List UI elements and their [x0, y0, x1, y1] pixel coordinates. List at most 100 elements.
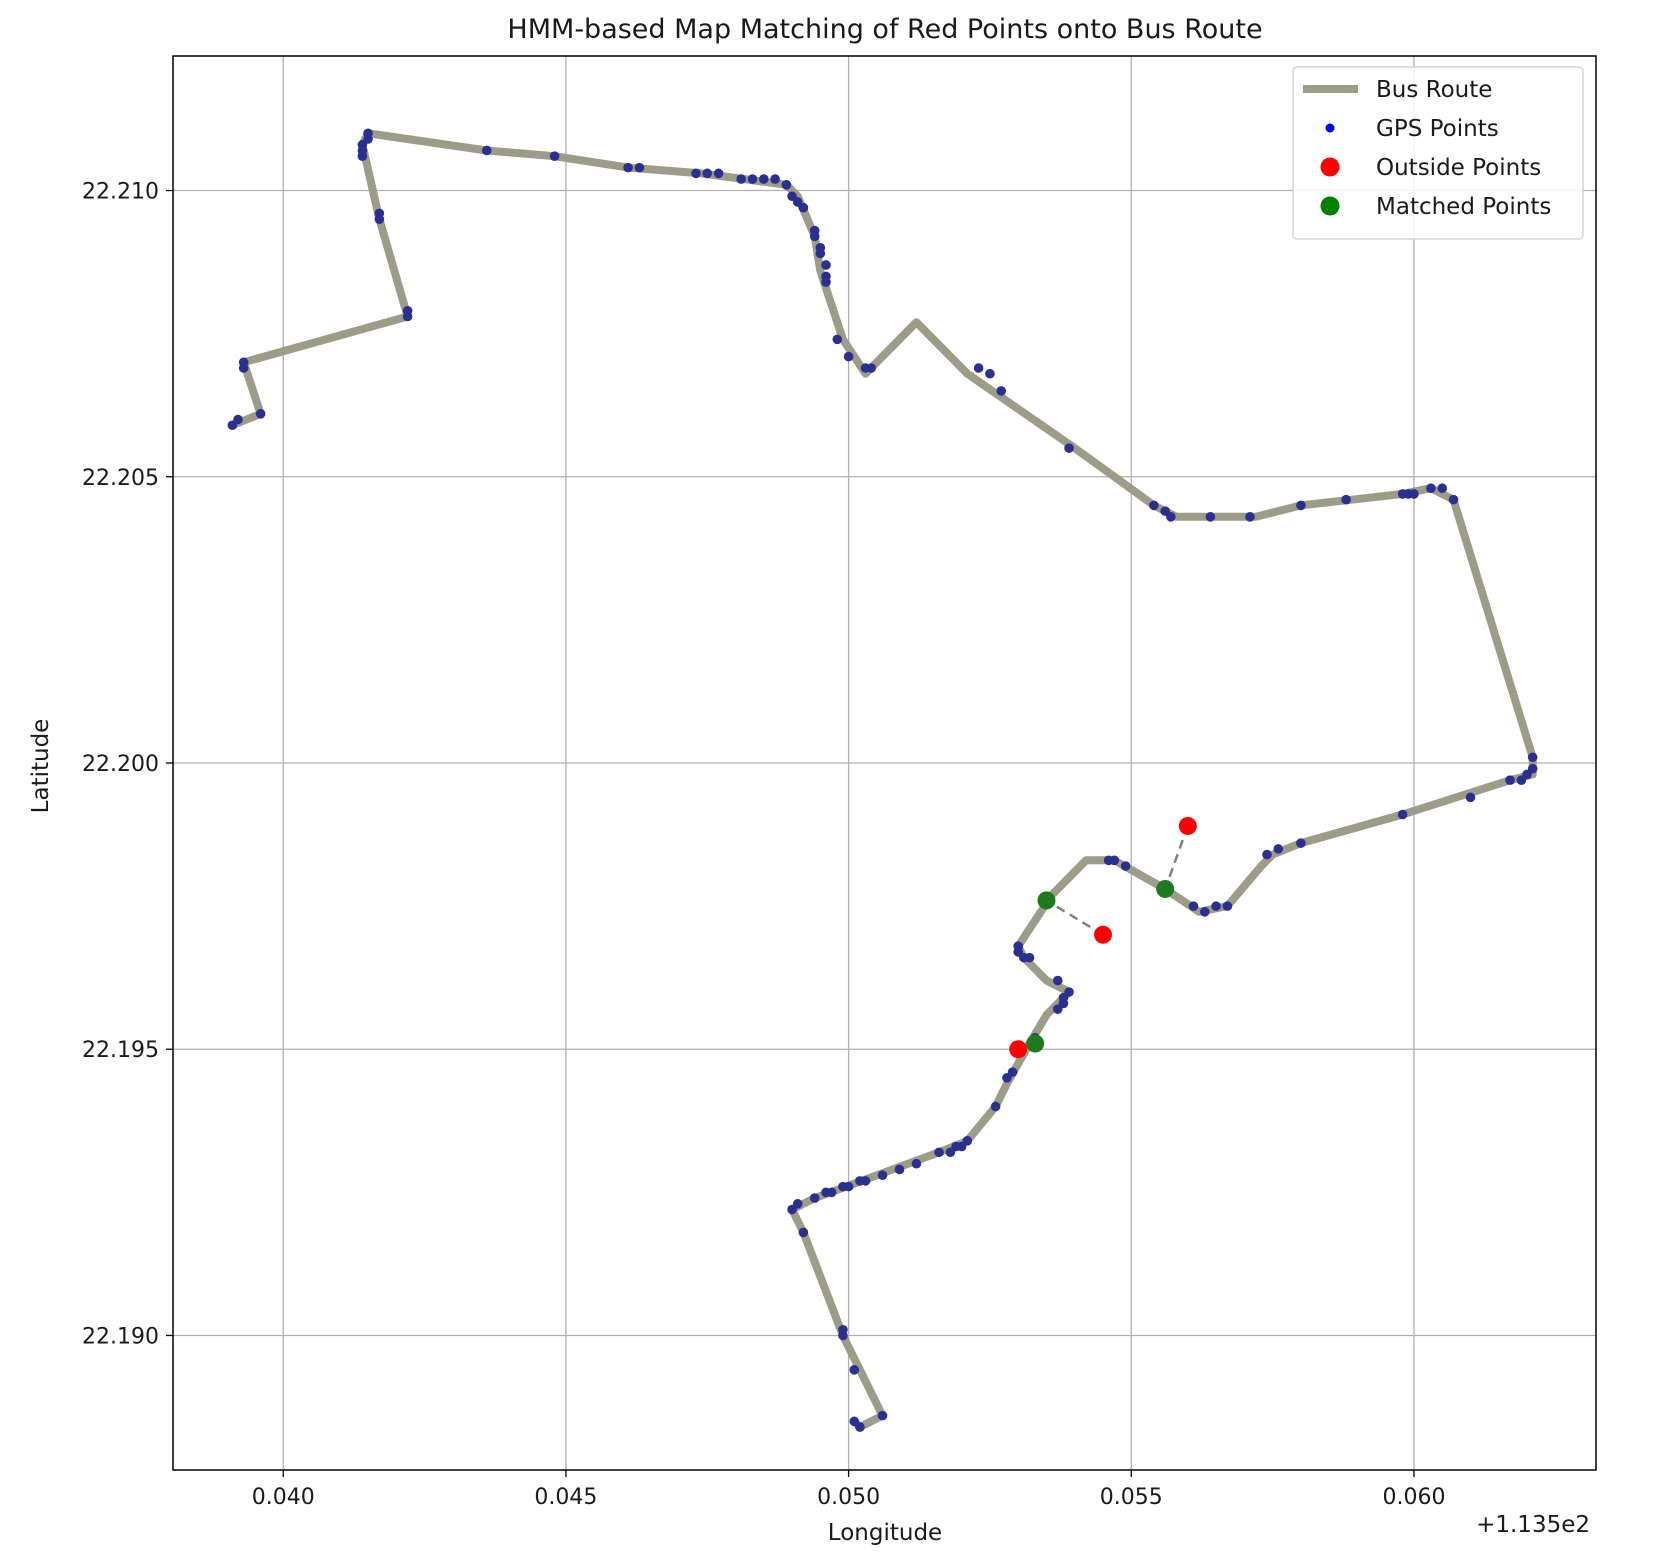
gps-point — [973, 363, 984, 373]
matched-points — [1026, 879, 1175, 1053]
gps-point — [1516, 775, 1527, 785]
gps-point — [815, 248, 826, 259]
gps-point — [821, 277, 831, 287]
gps-point — [1409, 489, 1419, 499]
gps-point — [990, 1101, 1001, 1112]
gps-point — [1064, 443, 1074, 453]
gps-point — [691, 168, 701, 179]
legend-label: Matched Points — [1376, 194, 1551, 220]
matched-point — [1156, 879, 1175, 898]
legend-label: Bus Route — [1376, 77, 1492, 103]
gps-point — [838, 1324, 848, 1335]
gps-point — [1120, 861, 1131, 871]
x-tick-label: 0.060 — [1382, 1485, 1445, 1510]
gps-point — [233, 414, 243, 425]
gps-point — [255, 408, 266, 419]
gps-point — [877, 1410, 888, 1421]
gps-point — [911, 1158, 922, 1169]
gps-point — [1149, 500, 1159, 511]
gps-point — [549, 151, 560, 161]
gps-point — [866, 363, 877, 373]
matched-point — [1026, 1034, 1045, 1053]
gps-point — [1211, 901, 1221, 911]
outside-points — [1009, 816, 1197, 1059]
gps-point — [1465, 792, 1476, 803]
outside-point — [1178, 816, 1197, 835]
gps-point — [798, 202, 809, 213]
legend-box — [1292, 66, 1584, 240]
gps-point — [809, 1193, 820, 1203]
gps-point — [843, 351, 854, 362]
gps-point — [736, 174, 746, 184]
gps-point — [1448, 494, 1459, 505]
gps-point — [832, 334, 843, 345]
gps-point — [1024, 952, 1035, 963]
matched-point — [1037, 891, 1056, 910]
gps-point — [787, 1204, 797, 1215]
gps-point — [402, 305, 413, 316]
legend-swatch — [1320, 157, 1340, 177]
gps-point — [1273, 844, 1284, 854]
match-connector-line — [1164, 825, 1189, 890]
legend-label: GPS Points — [1376, 116, 1499, 142]
gps-point — [1199, 907, 1210, 917]
gps-point — [1505, 775, 1515, 785]
outside-point — [1009, 1040, 1028, 1059]
gps-point — [713, 168, 724, 179]
gps-point — [945, 1147, 956, 1158]
gps-point — [1527, 752, 1538, 763]
gps-point — [838, 1181, 848, 1192]
x-tick-label: 0.055 — [1100, 1485, 1163, 1510]
gps-point — [821, 1187, 831, 1198]
gps-point — [363, 128, 373, 139]
gps-point — [877, 1170, 888, 1180]
gps-point — [855, 1176, 865, 1186]
gps-point — [1103, 855, 1114, 866]
x-axis-label: Longitude — [828, 1520, 942, 1546]
gps-point — [634, 162, 645, 173]
gps-point — [238, 357, 249, 368]
gps-point — [1245, 512, 1255, 522]
gps-point — [1397, 809, 1408, 820]
y-tick-label: 22.195 — [82, 1038, 159, 1063]
gps-point — [821, 260, 831, 270]
gps-point — [1188, 901, 1199, 911]
gps-point — [702, 168, 713, 179]
gps-point — [894, 1164, 905, 1175]
gps-point — [809, 231, 820, 242]
y-tick-label: 22.210 — [82, 180, 159, 205]
gps-point — [1222, 901, 1233, 911]
gps-point — [623, 162, 633, 173]
y-tick-label: 22.190 — [82, 1324, 159, 1349]
gps-point — [481, 145, 492, 156]
gps-point — [1052, 975, 1063, 986]
x-offset-label: +1.135e2 — [1476, 1512, 1590, 1538]
legend-swatch — [1320, 196, 1340, 216]
outside-point — [1094, 925, 1113, 944]
legend-swatch — [1325, 123, 1335, 133]
gps-point — [758, 174, 769, 184]
x-tick-label: 0.040 — [252, 1485, 315, 1510]
gps-point — [996, 386, 1007, 396]
gps-point — [1052, 1004, 1063, 1014]
legend: Bus Route GPS Points Outside Points Matched… — [1292, 66, 1584, 240]
gps-point — [1426, 483, 1436, 494]
y-tick-label: 22.200 — [82, 752, 159, 777]
gps-point — [1437, 483, 1448, 494]
gps-point — [374, 214, 385, 224]
gps-point — [770, 174, 780, 184]
gps-point — [1166, 512, 1176, 522]
gps-point — [798, 1227, 809, 1238]
match-connector-line — [1045, 899, 1104, 936]
gps-point — [1262, 849, 1272, 860]
x-tick-label: 0.050 — [817, 1485, 880, 1510]
gps-point — [849, 1416, 860, 1427]
x-tick-label: 0.045 — [534, 1485, 597, 1510]
gps-point — [1002, 1073, 1012, 1083]
gps-points — [227, 128, 1538, 1432]
axis-ticks: 0.040 0.045 0.050 0.055 0.060 22.190 22.195 22.… — [82, 180, 1445, 1510]
legend-label: Outside Points — [1376, 155, 1541, 181]
gps-point — [934, 1147, 944, 1158]
